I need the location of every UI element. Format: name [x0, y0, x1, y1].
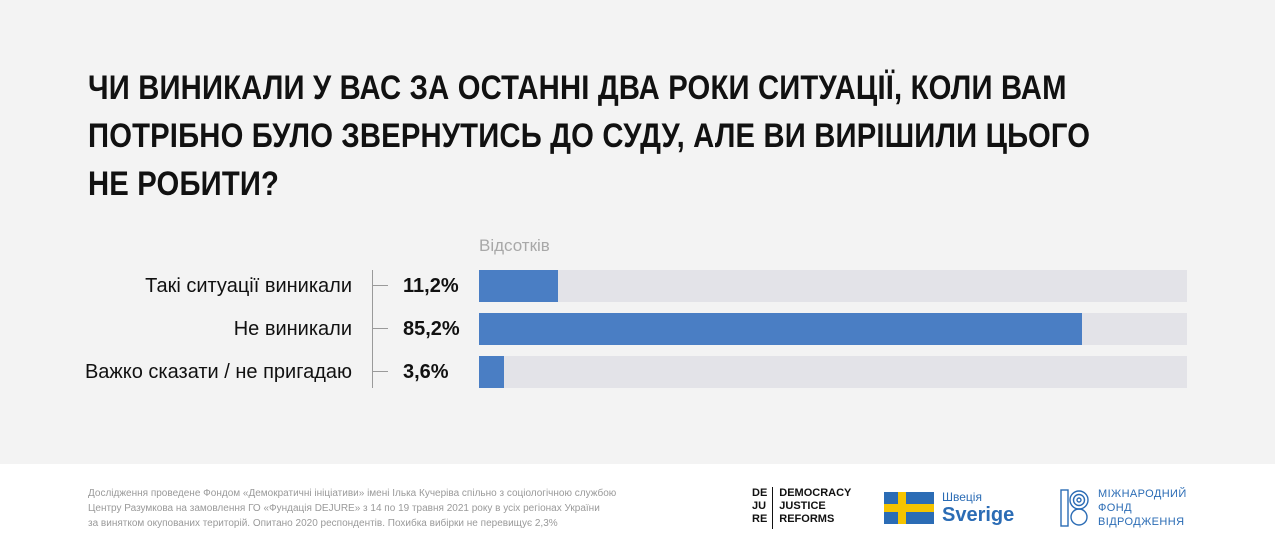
irf-logo-line: ВІДРОДЖЕННЯ — [1098, 516, 1185, 528]
dejure-logo-text: DEMOCRACY — [779, 487, 852, 499]
dejure-logo-text: JUSTICE — [779, 500, 826, 512]
irf-mark-icon — [1060, 489, 1089, 527]
bar-row: Не виникали 85,2% — [0, 313, 1275, 345]
category-label: Важко сказати / не пригадаю — [84, 361, 352, 383]
chart-title: ЧИ ВИНИКАЛИ У ВАС ЗА ОСТАННІ ДВА РОКИ СИ… — [88, 64, 1189, 208]
dejure-logo-words: DEMOCRACY JUSTICE REFORMS — [779, 487, 851, 529]
sweden-logo-small: Швеція — [942, 490, 982, 504]
methodology-note: Дослідження проведене Фондом «Демократич… — [88, 486, 628, 531]
chart-panel: ЧИ ВИНИКАЛИ У ВАС ЗА ОСТАННІ ДВА РОКИ СИ… — [0, 0, 1275, 464]
sweden-logo-big: Sverige — [942, 504, 1015, 526]
irf-logo: МІЖНАРОДНИЙ ФОНД ВІДРОДЖЕННЯ — [1060, 487, 1187, 529]
bar-track — [479, 270, 1187, 302]
value-label: 85,2% — [403, 318, 460, 340]
note-line: Центру Разумкова на замовлення ГО «Фунда… — [88, 503, 600, 514]
axis-tick — [372, 371, 388, 372]
sweden-logo: Швеція Sverige — [884, 490, 1014, 526]
dejure-logo-text: RE — [752, 513, 768, 525]
unit-label: Відсотків — [479, 236, 550, 255]
sweden-logo-text: Швеція Sverige — [942, 490, 1014, 526]
irf-logo-line: МІЖНАРОДНИЙ — [1098, 488, 1187, 500]
value-label: 3,6% — [403, 361, 449, 383]
bar-track — [479, 313, 1187, 345]
axis-tick — [372, 285, 388, 286]
category-label: Такі ситуації виникали — [145, 275, 352, 297]
dejure-logo-text: JU — [752, 500, 767, 512]
note-line: за винятком окупованих територій. Опитан… — [88, 518, 558, 529]
title-line: НЕ РОБИТИ? — [88, 165, 280, 203]
swedish-flag-icon — [884, 492, 934, 524]
value-label: 11,2% — [403, 275, 459, 297]
irf-logo-line: ФОНД — [1098, 502, 1132, 514]
bar — [479, 270, 559, 302]
bar-row: Важко сказати / не пригадаю 3,6% — [0, 356, 1275, 388]
bar-row: Такі ситуації виникали 11,2% — [0, 270, 1275, 302]
dejure-logo-mark: DE JU RE — [752, 487, 774, 529]
bar — [479, 356, 505, 388]
title-line: ЧИ ВИНИКАЛИ У ВАС ЗА ОСТАННІ ДВА РОКИ СИ… — [88, 69, 1067, 107]
axis-tick — [372, 328, 388, 329]
dejure-logo-text: REFORMS — [779, 513, 835, 525]
category-axis-line — [372, 270, 373, 388]
title-line: ПОТРІБНО БУЛО ЗВЕРНУТИСЬ ДО СУДУ, АЛЕ ВИ… — [88, 117, 1091, 155]
bar-track — [479, 356, 1187, 388]
note-line: Дослідження проведене Фондом «Демократич… — [88, 488, 617, 499]
irf-logo-text: МІЖНАРОДНИЙ ФОНД ВІДРОДЖЕННЯ — [1098, 487, 1187, 529]
bar — [479, 313, 1083, 345]
dejure-logo-text: DE — [752, 487, 768, 499]
dejure-logo: DE JU RE DEMOCRACY JUSTICE REFORMS — [752, 487, 851, 529]
category-label: Не виникали — [233, 318, 352, 340]
